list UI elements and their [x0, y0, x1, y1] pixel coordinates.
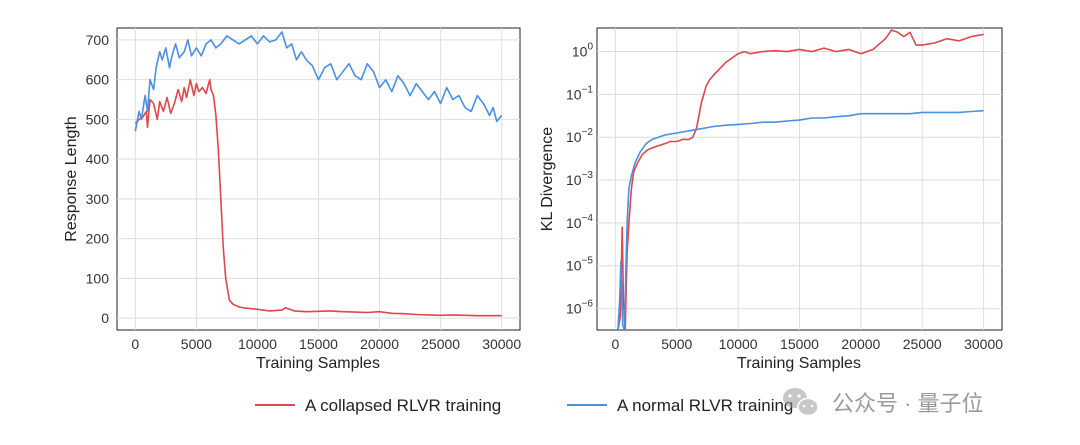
y-tick-label: 700	[86, 32, 110, 48]
y-tick-label: 200	[86, 231, 110, 247]
y-tick-label: 10−3	[566, 170, 593, 188]
x-tick-label: 10000	[238, 336, 277, 352]
x-tick-label: 20000	[841, 336, 880, 352]
kl-divergence-chart: 0 5000 10000 15000 20000 25000 30000 10−6 10−5 10…	[539, 27, 1003, 372]
y-tick-label: 10−2	[566, 127, 593, 145]
y-tick-label: 100	[572, 42, 594, 60]
series-lines	[134, 31, 503, 317]
y-tick-label: 10−6	[566, 299, 593, 317]
y-tick-label: 600	[86, 72, 110, 88]
legend-label-collapsed: A collapsed RLVR training	[305, 396, 501, 415]
x-tick-label: 10000	[719, 336, 758, 352]
wechat-icon	[783, 388, 819, 417]
x-tick-label: 5000	[181, 336, 212, 352]
y-tick-label: 100	[86, 270, 110, 286]
series-line	[615, 109, 984, 330]
x-tick-label: 0	[612, 336, 620, 352]
y-axis-label: KL Divergence	[539, 127, 556, 231]
y-tick-label: 300	[86, 191, 110, 207]
series-line	[134, 31, 503, 132]
response-length-chart: 0 5000 10000 15000 20000 25000 30000 0 100 200 300…	[63, 27, 522, 372]
y-tick-label: 400	[86, 151, 110, 167]
y-tick-label: 10−4	[566, 213, 593, 231]
x-tick-label: 25000	[421, 336, 460, 352]
x-tick-label: 30000	[964, 336, 1003, 352]
series-line	[615, 29, 984, 330]
watermark-text: 公众号 · 量子位	[832, 391, 984, 416]
x-axis-label: Training Samples	[256, 355, 380, 372]
y-tick-label: 10−1	[566, 84, 593, 102]
x-tick-label: 15000	[299, 336, 338, 352]
y-tick-label: 0	[101, 310, 109, 326]
x-tick-label: 20000	[360, 336, 399, 352]
gridlines	[117, 28, 520, 330]
legend-label-normal: A normal RLVR training	[617, 396, 793, 415]
y-axis-label: Response Length	[63, 116, 80, 241]
x-tick-label: 0	[131, 336, 139, 352]
gridlines	[597, 28, 1002, 330]
tick-labels: 0 5000 10000 15000 20000 25000 30000 0 100 200 300…	[86, 32, 522, 352]
x-tick-label: 5000	[661, 336, 692, 352]
watermark: 公众号 · 量子位	[783, 388, 984, 417]
x-tick-label: 30000	[482, 336, 521, 352]
x-axis-label: Training Samples	[737, 355, 861, 372]
legend: A collapsed RLVR training A normal RLVR …	[255, 396, 793, 415]
x-tick-label: 15000	[780, 336, 819, 352]
tick-labels: 0 5000 10000 15000 20000 25000 30000 10−6 10−5 10…	[566, 42, 1003, 352]
y-tick-label: 500	[86, 111, 110, 127]
x-tick-label: 25000	[903, 336, 942, 352]
series-line	[134, 78, 502, 317]
y-tick-label: 10−5	[566, 256, 593, 274]
series-lines	[615, 29, 984, 330]
